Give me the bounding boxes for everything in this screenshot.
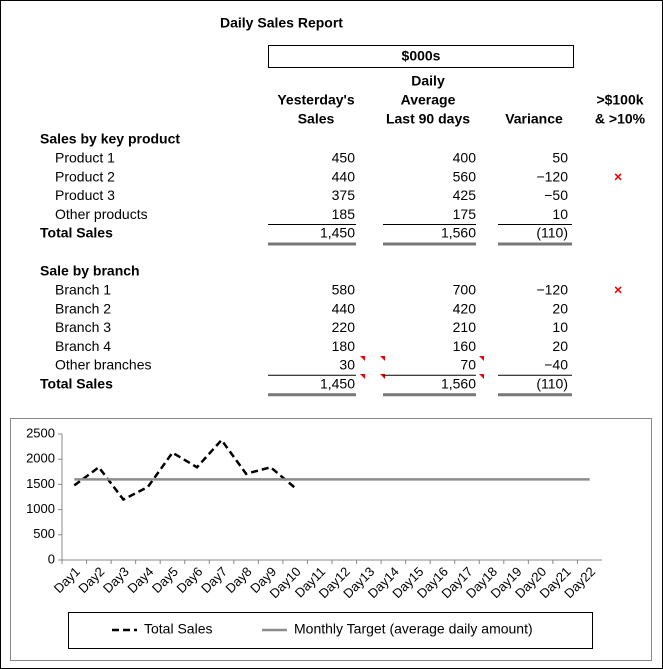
row-label: Product 3 (55, 187, 115, 203)
total-cell: (110) (536, 376, 568, 392)
cell: 425 (453, 187, 477, 203)
column-header: Yesterday's (277, 92, 354, 108)
total-label: Total Sales (40, 225, 113, 241)
report-title: Daily Sales Report (220, 15, 343, 31)
cell: 70 (460, 357, 476, 373)
row-label: Branch 1 (55, 282, 111, 298)
column-header: >$100k (596, 92, 643, 108)
y-tick-label: 2000 (26, 451, 55, 466)
y-tick-label: 500 (33, 526, 55, 541)
column-header: & >10% (595, 111, 646, 127)
cell: 420 (453, 300, 477, 316)
total-cell: 1,560 (441, 225, 476, 241)
cell: 440 (332, 168, 356, 184)
cell: 450 (332, 150, 356, 166)
cell: 30 (339, 357, 355, 373)
column-header: Sales (298, 111, 335, 127)
y-tick-label: 0 (48, 551, 55, 566)
unit-header: $000s (402, 48, 441, 64)
y-tick-label: 2500 (26, 425, 55, 440)
total-cell: 1,450 (320, 225, 355, 241)
flag-icon: × (614, 282, 622, 298)
row-label: Product 2 (55, 168, 115, 184)
column-header: Variance (505, 111, 563, 127)
cell: 175 (453, 206, 477, 222)
unit-box (268, 45, 574, 68)
y-tick-label: 1000 (26, 501, 55, 516)
total-cell: (110) (536, 225, 568, 241)
legend-box (68, 612, 593, 649)
column-header: Last 90 days (386, 111, 470, 127)
cell: 560 (453, 168, 477, 184)
cell: −120 (536, 168, 568, 184)
y-tick-label: 1500 (26, 476, 55, 491)
legend-label: Total Sales (144, 621, 212, 637)
cell: 180 (332, 338, 356, 354)
cell: 400 (453, 150, 477, 166)
cell: 160 (453, 338, 477, 354)
series-line (73, 438, 296, 502)
cell: 10 (552, 319, 568, 335)
legend-label: Monthly Target (average daily amount) (294, 621, 533, 637)
cell: 20 (552, 300, 568, 316)
cell: 375 (332, 187, 356, 203)
cell: 580 (332, 282, 356, 298)
cell: −50 (544, 187, 568, 203)
section-heading: Sale by branch (40, 263, 140, 279)
cell: 50 (552, 150, 568, 166)
row-label: Branch 3 (55, 319, 111, 335)
cell: −40 (544, 357, 568, 373)
column-header: Average (401, 92, 456, 108)
cell: 210 (453, 319, 477, 335)
column-header: Daily (411, 73, 445, 89)
row-label: Branch 2 (55, 300, 111, 316)
row-label: Other products (55, 206, 148, 222)
cell: 700 (453, 282, 477, 298)
total-cell: 1,560 (441, 376, 476, 392)
row-label: Other branches (55, 357, 152, 373)
section-heading: Sales by key product (40, 131, 180, 147)
cell: 10 (552, 206, 568, 222)
cell: 440 (332, 300, 356, 316)
cell: 20 (552, 338, 568, 354)
row-label: Branch 4 (55, 338, 111, 354)
chart-frame (10, 418, 652, 661)
cell: 185 (332, 206, 356, 222)
total-cell: 1,450 (320, 376, 355, 392)
cell: −120 (536, 282, 568, 298)
cell: 220 (332, 319, 356, 335)
row-label: Product 1 (55, 150, 115, 166)
total-label: Total Sales (40, 376, 113, 392)
flag-icon: × (614, 168, 622, 184)
